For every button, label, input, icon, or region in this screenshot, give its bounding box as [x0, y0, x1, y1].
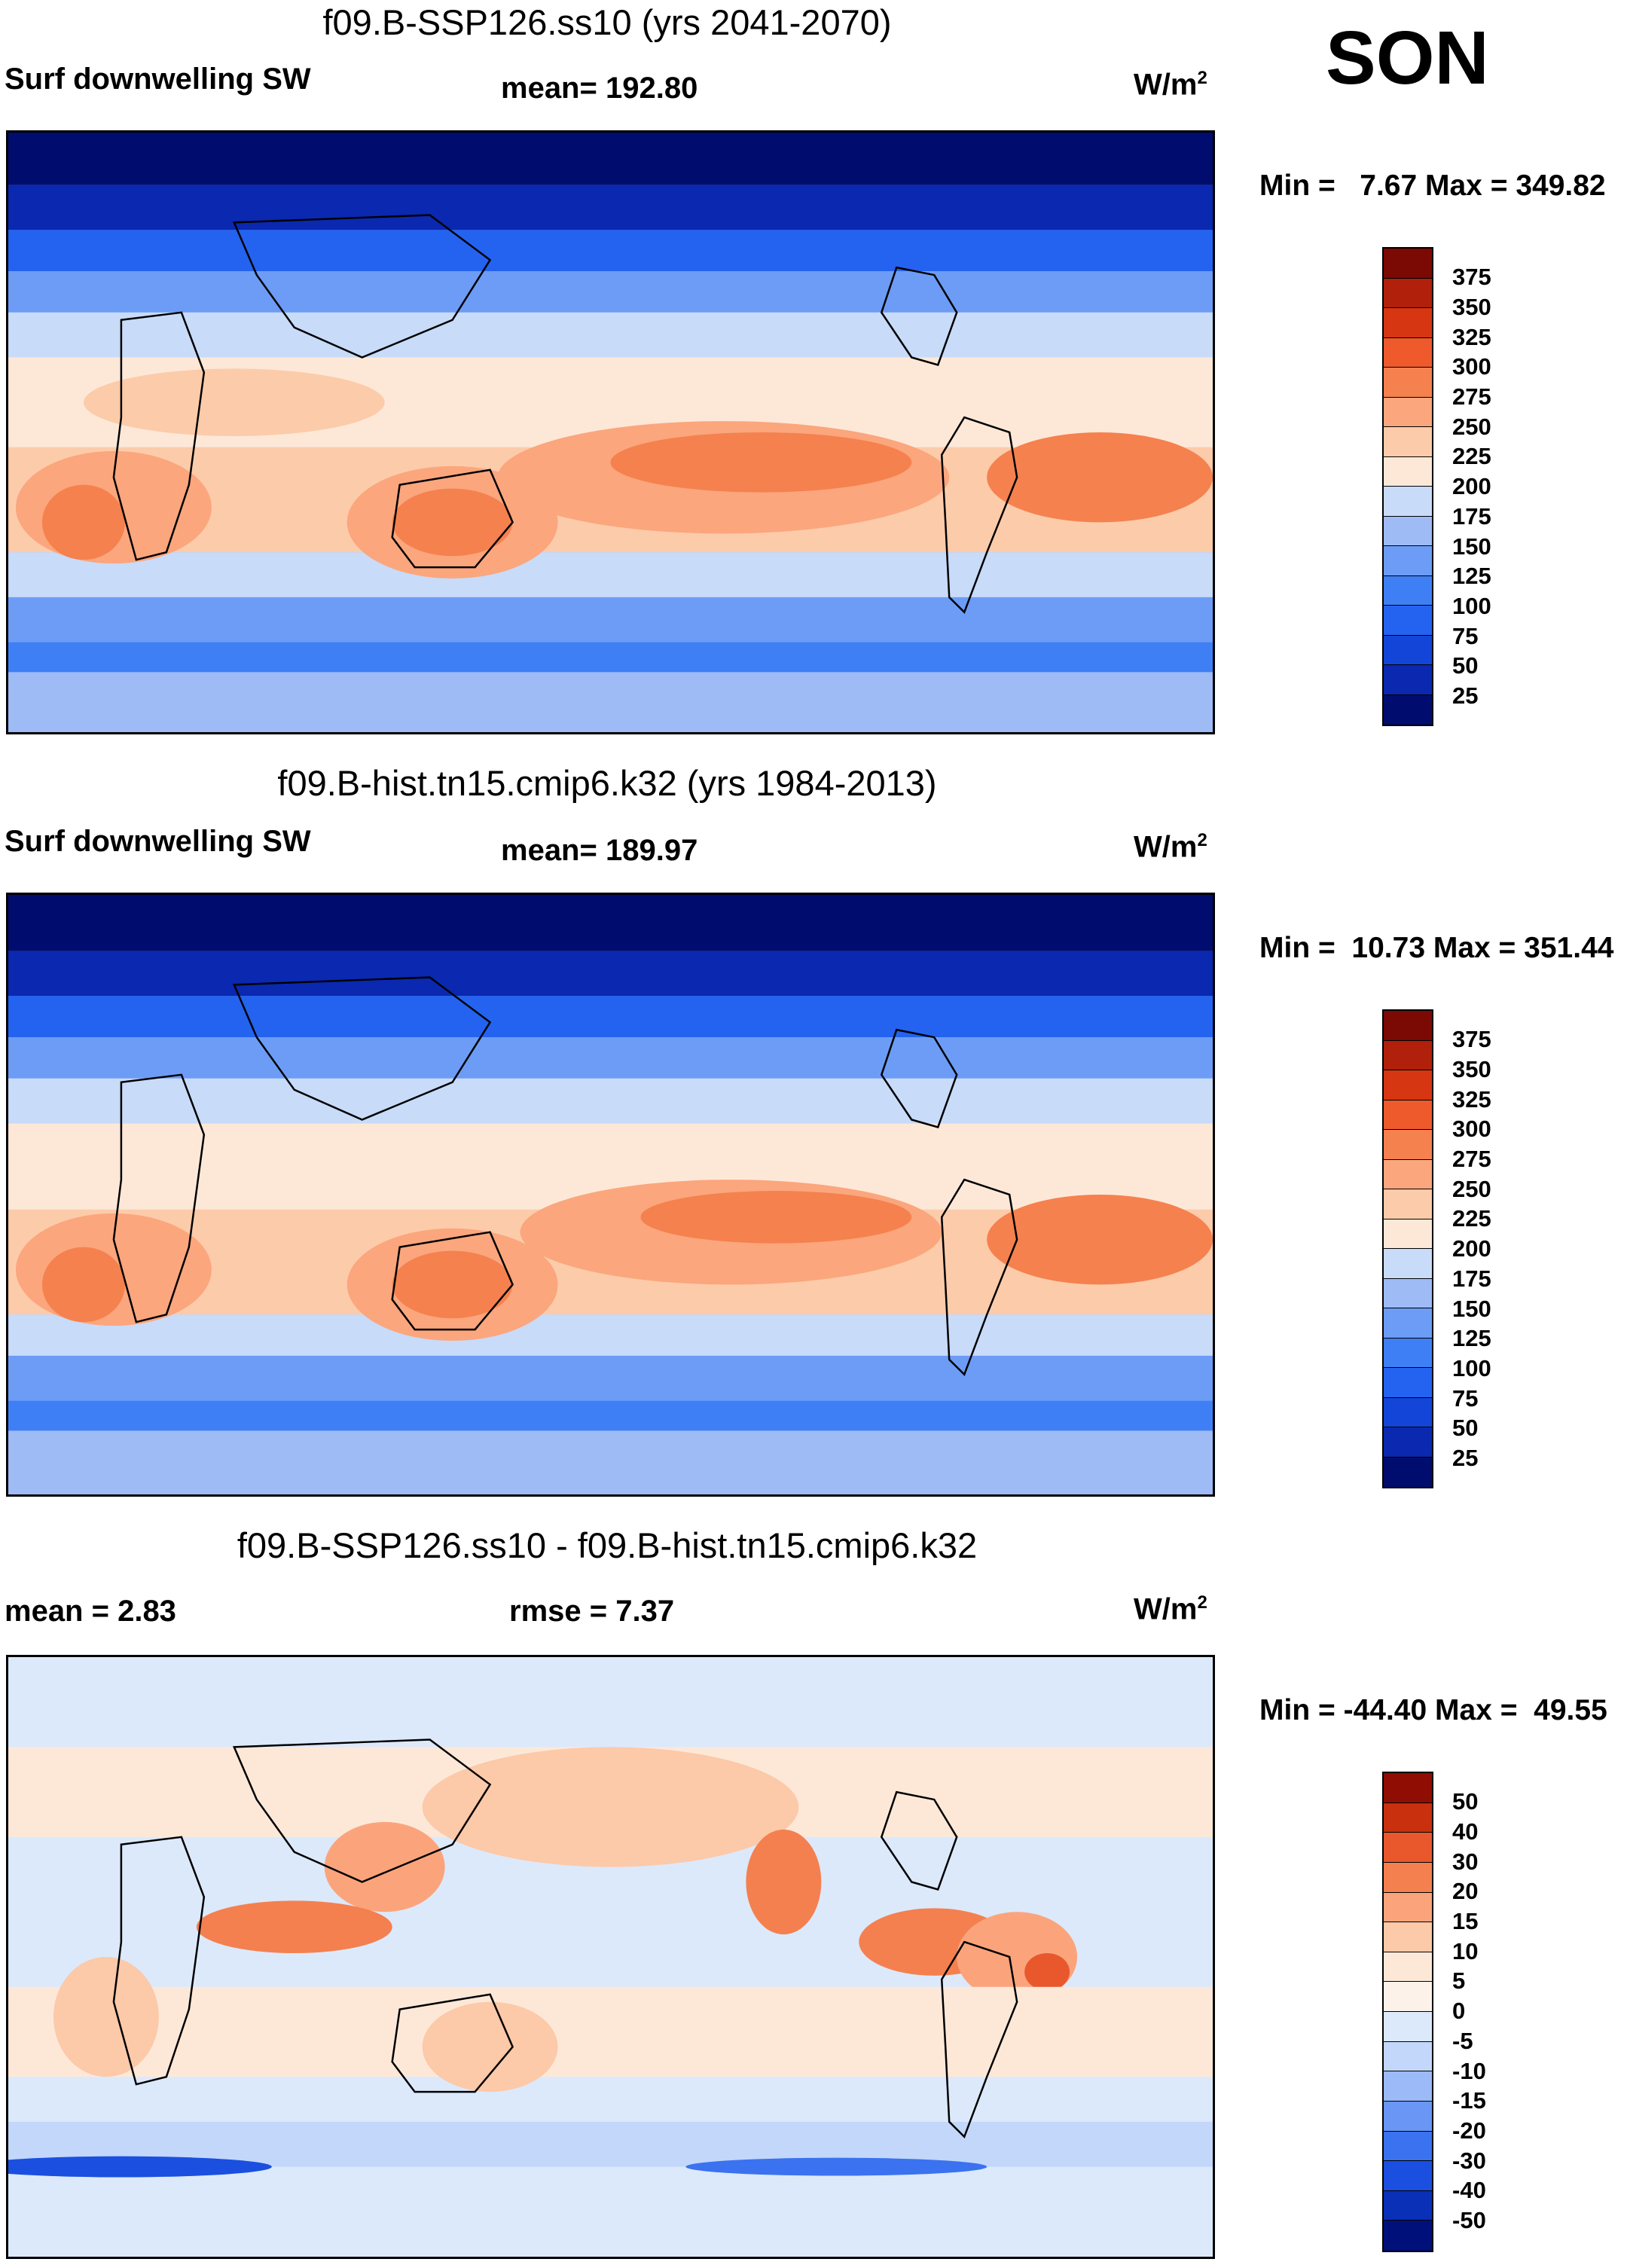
colorbar-label: 200	[1452, 473, 1491, 499]
colorbar-label: 150	[1452, 533, 1491, 560]
colorbar-label: 75	[1452, 1385, 1479, 1412]
colorbar-label: 50	[1452, 1788, 1479, 1815]
panel-1-mean-label: mean= 192.80	[501, 72, 698, 105]
colorbar-label: 0	[1452, 1998, 1466, 2024]
colorbar-label: 50	[1452, 1415, 1479, 1441]
colorbar-label: 150	[1452, 1296, 1491, 1322]
panel-3-colorbar	[1382, 1772, 1433, 2252]
colorbar-label: 200	[1452, 1235, 1491, 1262]
panel-1-title: f09.B-SSP126.ss10 (yrs 2041-2070)	[322, 2, 892, 42]
colorbar-label: 175	[1452, 503, 1491, 530]
season-label: SON	[1326, 16, 1489, 100]
colorbar-label: 50	[1452, 652, 1479, 679]
colorbar-label: 375	[1452, 264, 1491, 290]
panel-2-variable-label: Surf downwelling SW	[5, 825, 311, 858]
colorbar-label: 325	[1452, 1086, 1491, 1113]
colorbar-label: 175	[1452, 1265, 1491, 1292]
colorbar-label: 350	[1452, 1056, 1491, 1082]
panel-1-variable-label: Surf downwelling SW	[5, 63, 311, 96]
panel-3-mean-label: mean = 2.83	[5, 1595, 176, 1628]
panel-3-min-max: Min = -44.40 Max = 49.55	[1259, 1694, 1607, 1726]
colorbar-label: 10	[1452, 1938, 1479, 1964]
colorbar-label: 40	[1452, 1818, 1479, 1845]
panel-2-units: W/m2	[1134, 830, 1207, 864]
colorbar-label: -50	[1452, 2207, 1486, 2233]
colorbar-label: -15	[1452, 2087, 1486, 2114]
colorbar-label: 325	[1452, 324, 1491, 350]
colorbar-label: 20	[1452, 1878, 1479, 1904]
colorbar-label: -10	[1452, 2058, 1486, 2084]
colorbar-label: 125	[1452, 563, 1491, 589]
colorbar-label: 250	[1452, 414, 1491, 440]
colorbar-label: 25	[1452, 682, 1479, 709]
colorbar-label: 75	[1452, 623, 1479, 649]
panel-3-units: W/m2	[1134, 1592, 1207, 1626]
panel-1-map	[6, 130, 1215, 734]
colorbar-label: 5	[1452, 1967, 1466, 1994]
colorbar-label: 275	[1452, 1146, 1491, 1172]
colorbar-label: 25	[1452, 1445, 1479, 1471]
colorbar-label: 100	[1452, 593, 1491, 619]
colorbar-label: 375	[1452, 1026, 1491, 1052]
panel-3-rmse-label: rmse = 7.37	[509, 1595, 675, 1628]
colorbar-label: 275	[1452, 383, 1491, 410]
colorbar-label: 300	[1452, 353, 1491, 380]
panel-2-mean-label: mean= 189.97	[501, 834, 698, 867]
colorbar-label: 225	[1452, 443, 1491, 469]
colorbar-label: 350	[1452, 294, 1491, 320]
colorbar-label: 250	[1452, 1176, 1491, 1202]
colorbar-label: -5	[1452, 2028, 1473, 2054]
colorbar-label: 125	[1452, 1325, 1491, 1351]
colorbar-label: 225	[1452, 1205, 1491, 1232]
colorbar-label: 30	[1452, 1848, 1479, 1875]
panel-1-min-max: Min = 7.67 Max = 349.82	[1259, 169, 1606, 202]
panel-2-map	[6, 893, 1215, 1497]
colorbar-label: -30	[1452, 2147, 1486, 2174]
panel-2-title: f09.B-hist.tn15.cmip6.k32 (yrs 1984-2013…	[277, 763, 937, 803]
panel-3-title: f09.B-SSP126.ss10 - f09.B-hist.tn15.cmip…	[237, 1525, 978, 1565]
panel-1-units: W/m2	[1134, 68, 1207, 102]
panel-3-map	[6, 1655, 1215, 2259]
colorbar-label: -20	[1452, 2117, 1486, 2144]
colorbar-label: 100	[1452, 1355, 1491, 1381]
panel-2-min-max: Min = 10.73 Max = 351.44	[1259, 932, 1614, 964]
colorbar-label: 15	[1452, 1908, 1479, 1934]
panel-2-colorbar	[1382, 1009, 1433, 1488]
panel-1-colorbar	[1382, 247, 1433, 726]
colorbar-label: 300	[1452, 1116, 1491, 1142]
colorbar-label: -40	[1452, 2177, 1486, 2203]
